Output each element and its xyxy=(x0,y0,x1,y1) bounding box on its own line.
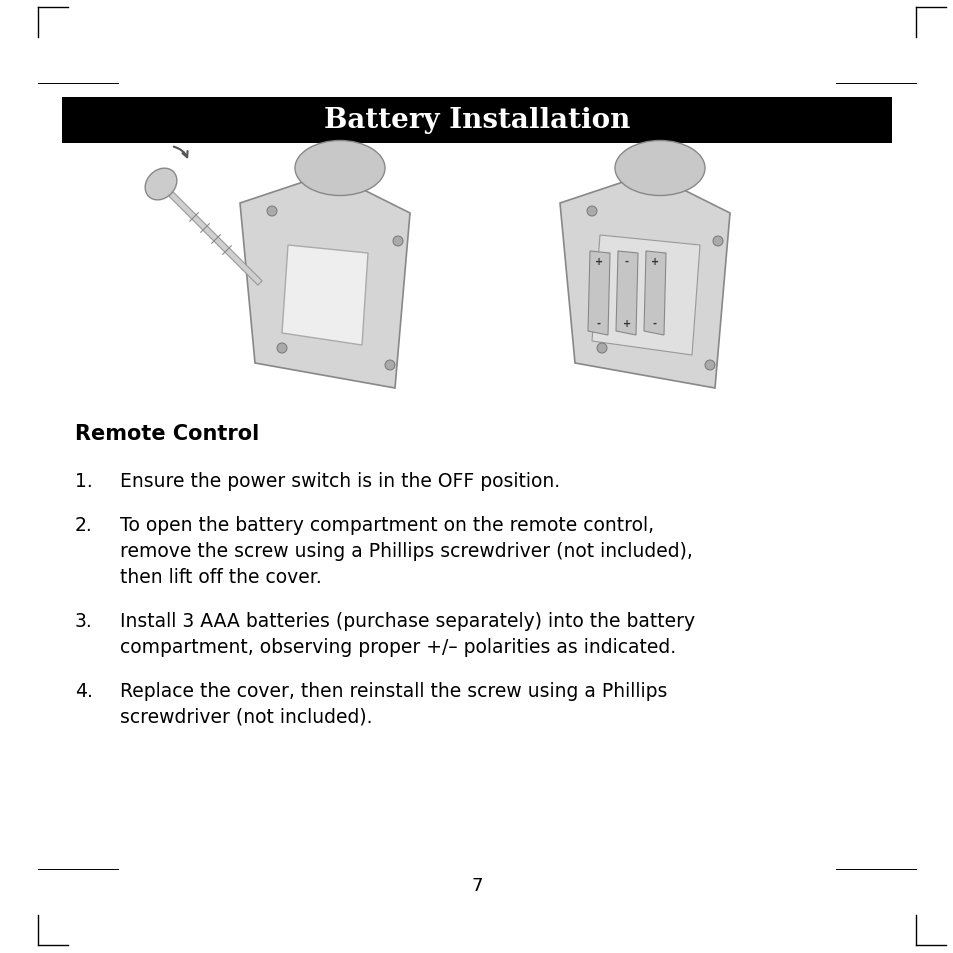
Text: +: + xyxy=(595,256,602,267)
Polygon shape xyxy=(559,173,729,389)
Ellipse shape xyxy=(704,360,714,371)
Text: 3.: 3. xyxy=(75,612,92,631)
Polygon shape xyxy=(282,246,368,346)
Text: Remote Control: Remote Control xyxy=(75,423,259,443)
Ellipse shape xyxy=(385,360,395,371)
Text: 2.: 2. xyxy=(75,516,92,535)
Text: -: - xyxy=(652,318,657,329)
Polygon shape xyxy=(587,252,609,335)
Text: To open the battery compartment on the remote control,
remove the screw using a : To open the battery compartment on the r… xyxy=(120,516,692,586)
Ellipse shape xyxy=(294,141,385,196)
Text: Install 3 AAA batteries (purchase separately) into the battery
compartment, obse: Install 3 AAA batteries (purchase separa… xyxy=(120,612,695,657)
Text: -: - xyxy=(597,318,600,329)
Ellipse shape xyxy=(615,141,704,196)
Ellipse shape xyxy=(267,207,276,216)
Ellipse shape xyxy=(276,344,287,354)
Text: -: - xyxy=(624,256,628,267)
Polygon shape xyxy=(592,235,700,355)
Text: +: + xyxy=(622,318,630,329)
Polygon shape xyxy=(616,252,638,335)
Bar xyxy=(62,98,891,144)
Text: Replace the cover, then reinstall the screw using a Phillips
screwdriver (not in: Replace the cover, then reinstall the sc… xyxy=(120,681,667,726)
Polygon shape xyxy=(240,173,410,389)
Text: 7: 7 xyxy=(471,876,482,894)
Text: Battery Installation: Battery Installation xyxy=(323,108,630,134)
Text: 1.: 1. xyxy=(75,472,92,491)
Ellipse shape xyxy=(712,236,722,247)
Text: +: + xyxy=(650,256,659,267)
Text: Ensure the power switch is in the OFF position.: Ensure the power switch is in the OFF po… xyxy=(120,472,559,491)
Polygon shape xyxy=(643,252,665,335)
Polygon shape xyxy=(159,183,262,286)
Ellipse shape xyxy=(597,344,606,354)
Text: 4.: 4. xyxy=(75,681,92,700)
Ellipse shape xyxy=(393,236,402,247)
Ellipse shape xyxy=(145,169,176,201)
Ellipse shape xyxy=(586,207,597,216)
